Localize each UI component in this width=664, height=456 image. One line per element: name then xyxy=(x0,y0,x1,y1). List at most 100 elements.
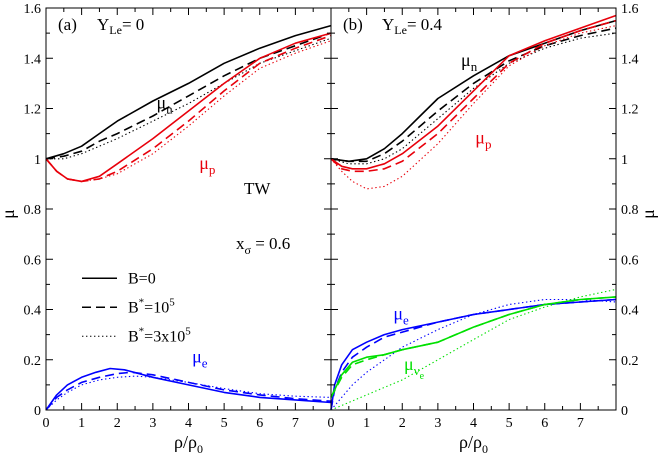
series-label-sub: e xyxy=(202,355,208,370)
series-label-mu_e: μe xyxy=(393,304,409,328)
legend-sup: * xyxy=(139,296,145,308)
x-tick-label: 6 xyxy=(256,416,263,431)
x-axis-label-main: ρ/ρ xyxy=(174,432,197,452)
legend-prefix: B xyxy=(128,270,139,287)
series-label-main: μ xyxy=(192,346,202,366)
x-tick-label: 3 xyxy=(149,416,156,431)
panel-1: 0 1 2 3 4 5 6 700.20.40.60.811.21.41.6ρ/ρ0μ(b) Y… xyxy=(328,2,659,456)
x-axis-label: ρ/ρ0 xyxy=(459,432,488,456)
x-tick-label: 2 xyxy=(114,416,121,431)
series-label-sub: n xyxy=(166,102,173,117)
legend-exp: 5 xyxy=(185,325,191,337)
panel-label: (a) xyxy=(58,15,77,34)
x-tick-label: 0 xyxy=(43,416,50,431)
series-label-mu_p: μp xyxy=(475,128,491,152)
x-axis-label-main: ρ/ρ xyxy=(459,432,482,452)
condition-main: Y xyxy=(382,15,394,34)
y-tick-label: 1.4 xyxy=(621,52,639,67)
xsigma-sub: σ xyxy=(245,243,252,257)
legend-suffix: =10 xyxy=(144,299,169,316)
y-tick-label: 0 xyxy=(34,404,41,419)
y-tick-label: 0.8 xyxy=(24,203,42,218)
condition-value: = 0 xyxy=(122,15,144,34)
y-tick-label: 0.2 xyxy=(24,354,42,369)
plot-frame xyxy=(45,7,332,411)
series-line-mu_p-dashed xyxy=(45,34,332,183)
x-tick-label: 3 xyxy=(434,416,441,431)
y-tick-label: 1 xyxy=(34,153,41,168)
x-axis-label: ρ/ρ0 xyxy=(174,432,203,456)
series-line-mu_e-solid xyxy=(45,367,332,411)
legend-label-solid: B=0 xyxy=(128,270,156,287)
panel-0: 0 1 2 3 4 5 6 700.20.40.60.811.21.41.6ρ/ρ0μ(a) Y… xyxy=(0,2,332,456)
x-tick-label: 2 xyxy=(399,416,406,431)
legend-sup: * xyxy=(139,325,145,337)
y-axis-label: μ xyxy=(0,209,18,219)
series-line-mu_n-dashed xyxy=(330,27,617,163)
series-label-mu_n: μn xyxy=(156,93,173,117)
condition-label: YLe= 0 xyxy=(97,15,144,37)
y-tick-label: 1.2 xyxy=(621,103,639,118)
series-line-mu_nu_e-dotted xyxy=(330,288,617,411)
y-tick-label: 0.6 xyxy=(621,253,639,268)
legend-prefix: B xyxy=(128,328,139,345)
y-tick-label: 1.6 xyxy=(24,2,42,17)
legend-suffix: =0 xyxy=(139,270,156,287)
series-label-main: μ xyxy=(393,304,403,324)
series-label-main: μ xyxy=(461,50,471,70)
series-label-mu_p: μp xyxy=(199,153,215,177)
annotation-xsigma: xσ = 0.6 xyxy=(236,234,290,257)
series-line-mu_n-solid xyxy=(45,24,332,160)
y-tick-label: 1 xyxy=(621,153,628,168)
x-tick-label: 0 xyxy=(328,416,335,431)
x-tick-label: 5 xyxy=(506,416,513,431)
xsigma-main: x xyxy=(236,234,245,253)
y-axis-label: μ xyxy=(638,209,658,219)
xsigma-value: = 0.6 xyxy=(251,234,290,253)
series-line-mu_nu_e-dashed xyxy=(330,296,617,398)
y-tick-label: 0.4 xyxy=(621,304,639,319)
series-label-mu_nu_e: μνe xyxy=(404,354,425,382)
series-line-mu_p-solid xyxy=(45,32,332,183)
series-line-mu_e-dashed xyxy=(45,371,332,411)
series-label-sub: n xyxy=(471,59,478,74)
series-line-mu_p-dotted xyxy=(45,40,332,182)
y-tick-label: 0 xyxy=(621,404,628,419)
legend-exp: 5 xyxy=(169,296,175,308)
series-label-sub: p xyxy=(209,162,216,177)
series-line-mu_e-dotted xyxy=(330,298,617,411)
series-line-mu_p-solid xyxy=(330,14,617,170)
x-axis-label-sub: 0 xyxy=(482,442,488,456)
series-line-mu_n-dotted xyxy=(330,32,617,165)
series-line-mu_p-dotted xyxy=(330,25,617,190)
x-tick-label: 4 xyxy=(470,416,477,431)
y-tick-label: 1.2 xyxy=(24,103,42,118)
series-label-main: μ xyxy=(156,93,166,113)
x-tick-label: 4 xyxy=(185,416,192,431)
series-label-main: μ xyxy=(199,153,209,173)
series-label-main: μ xyxy=(404,354,414,374)
y-tick-label: 1.6 xyxy=(621,2,639,17)
series-label-mu_n: μn xyxy=(461,50,478,74)
series-line-mu_e-solid xyxy=(330,298,617,411)
x-tick-label: 7 xyxy=(577,416,584,431)
y-tick-label: 0.8 xyxy=(621,203,639,218)
condition-label: YLe= 0.4 xyxy=(382,15,443,37)
condition-main: Y xyxy=(97,15,109,34)
y-tick-label: 1.4 xyxy=(24,52,42,67)
condition-sub: Le xyxy=(109,23,122,37)
x-tick-label: 1 xyxy=(78,416,85,431)
condition-value: = 0.4 xyxy=(407,15,443,34)
series-label-sub: ν xyxy=(414,363,420,378)
y-tick-label: 0.6 xyxy=(24,253,42,268)
legend-prefix: B xyxy=(128,299,139,316)
y-tick-label: 0.4 xyxy=(24,304,42,319)
panel-label: (b) xyxy=(343,15,363,34)
y-tick-label: 0.2 xyxy=(621,354,639,369)
series-line-mu_p-dashed xyxy=(330,19,617,173)
x-tick-label: 6 xyxy=(541,416,548,431)
series-line-mu_e-dotted xyxy=(45,375,332,411)
legend-suffix: =3x10 xyxy=(144,328,185,345)
series-label-sub: p xyxy=(485,137,492,152)
